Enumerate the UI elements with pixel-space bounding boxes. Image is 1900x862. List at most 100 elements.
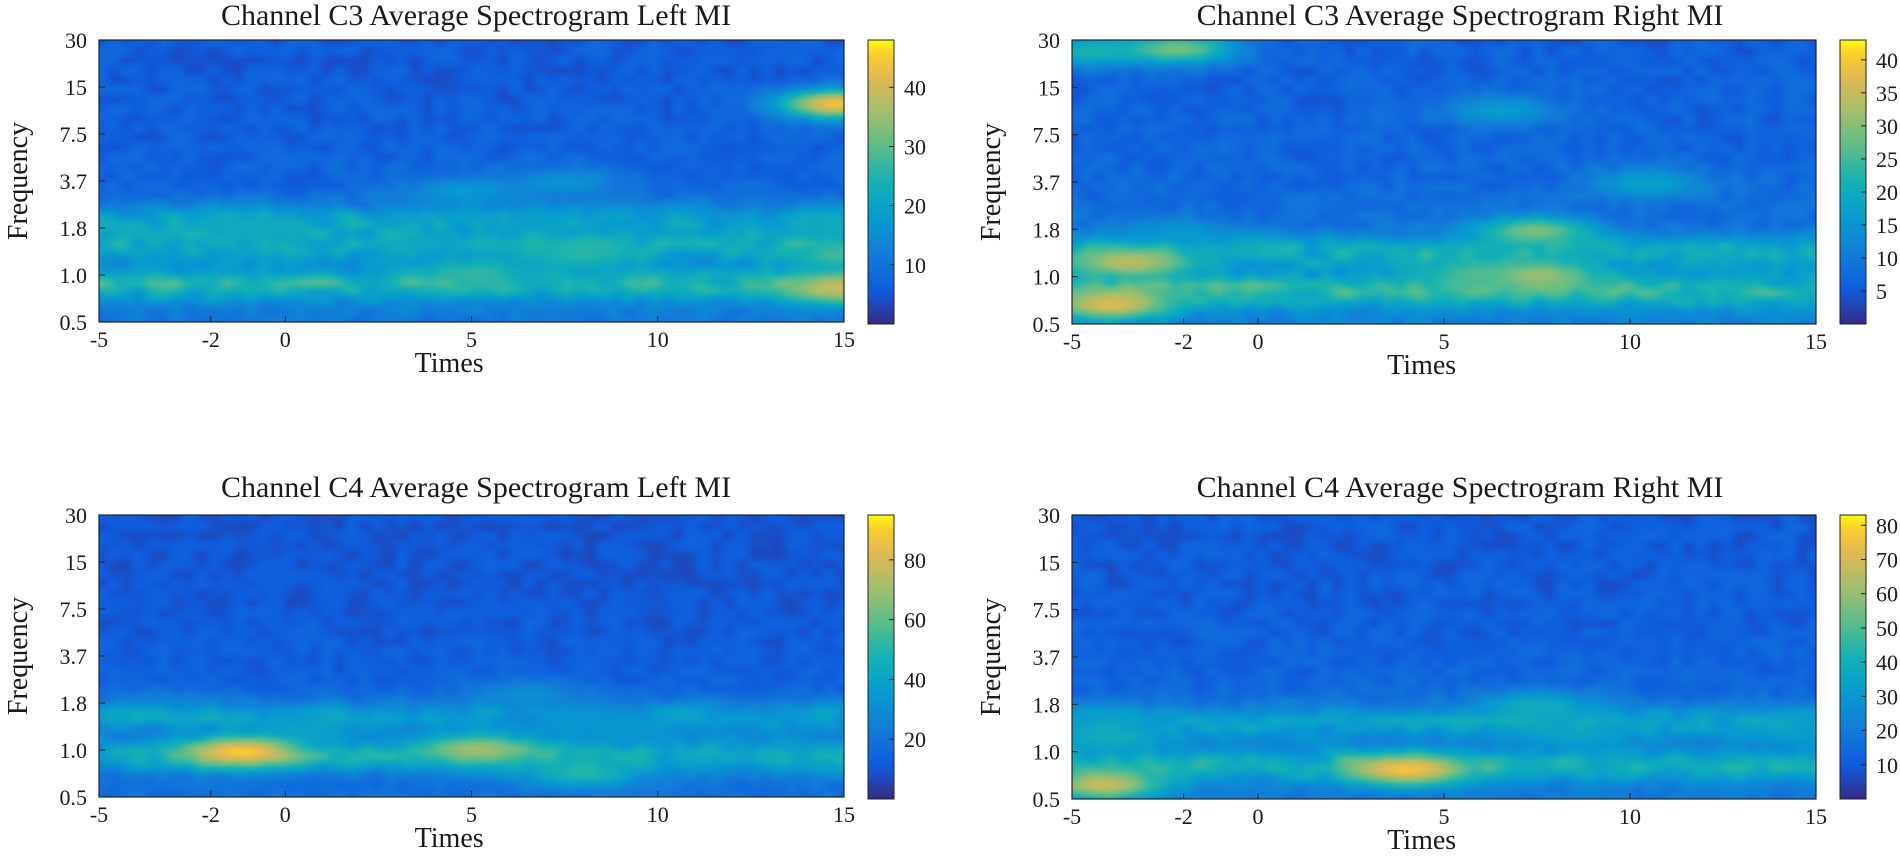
- y-tick-label: 0.5: [1033, 312, 1061, 337]
- colorbar-tick-label: 20: [904, 727, 926, 752]
- colorbar-c4-left-mi: [867, 514, 895, 800]
- x-tick-label: -5: [90, 802, 108, 827]
- colorbar-tick-label: 10: [904, 253, 926, 278]
- colorbar-tick-label: 60: [1876, 582, 1898, 607]
- y-tick-label: 1.8: [1033, 217, 1061, 242]
- colorbar-tick-label: 60: [904, 608, 926, 633]
- spectrogram-panel-c4-right-mi: Channel C4 Average Spectrogram Right MI 3…: [976, 471, 1898, 856]
- colorbar-tick-label: 40: [1876, 650, 1898, 675]
- colorbar-tick-label: 25: [1876, 147, 1898, 172]
- y-tick-label: 1.8: [60, 691, 88, 716]
- x-tick-label: -5: [1063, 804, 1081, 829]
- y-tick-label: 3.7: [1033, 170, 1061, 195]
- colorbar-tick-label: 40: [1876, 48, 1898, 73]
- colorbar-tick-label: 50: [1876, 616, 1898, 641]
- x-tick-label: -2: [202, 327, 220, 352]
- y-tick-label: 1.0: [60, 738, 88, 763]
- x-tick-label: -2: [202, 802, 220, 827]
- y-axis-label: Frequency: [976, 123, 1007, 241]
- spectrogram-panel-c3-right-mi: Channel C3 Average Spectrogram Right MI 3…: [976, 0, 1898, 381]
- heatmap-image: [99, 40, 844, 322]
- colorbar-tick-label: 80: [1876, 513, 1898, 538]
- x-tick-label: 5: [1439, 329, 1450, 354]
- colorbar-tick-label: 20: [1876, 180, 1898, 205]
- x-tick-label: 0: [1253, 804, 1264, 829]
- colorbar-tick-label: 70: [1876, 547, 1898, 572]
- colorbar-tick-label: 30: [1876, 684, 1898, 709]
- y-tick-label: 30: [65, 503, 87, 528]
- y-tick-label: 15: [65, 550, 87, 575]
- x-tick-label: 10: [1619, 329, 1641, 354]
- x-axis-label: Times: [1387, 825, 1456, 856]
- colorbar-c3-right-mi: [1839, 39, 1867, 325]
- y-axis-label: Frequency: [3, 597, 34, 715]
- colorbar-tick-label: 40: [904, 75, 926, 100]
- colorbar-tick-label: 40: [904, 667, 926, 692]
- heatmap-image: [1072, 40, 1816, 324]
- y-tick-label: 15: [1038, 75, 1060, 100]
- y-tick-label: 1.0: [1033, 265, 1061, 290]
- x-tick-label: 5: [1439, 804, 1450, 829]
- y-tick-label: 7.5: [1033, 123, 1061, 148]
- chart-title: Channel C4 Average Spectrogram Right MI: [1197, 471, 1724, 504]
- x-tick-label: 10: [647, 802, 669, 827]
- x-tick-label: 15: [1805, 329, 1827, 354]
- y-tick-label: 15: [65, 75, 87, 100]
- y-tick-label: 3.7: [60, 644, 88, 669]
- colorbar-c3-left-mi: [867, 39, 895, 325]
- x-tick-label: 10: [1619, 804, 1641, 829]
- x-tick-label: 15: [833, 327, 855, 352]
- colorbar-tick-label: 10: [1876, 246, 1898, 271]
- colorbar-tick-label: 35: [1876, 81, 1898, 106]
- x-axis-label: Times: [1387, 350, 1456, 381]
- x-tick-label: -5: [90, 327, 108, 352]
- colorbar-tick-label: 30: [904, 135, 926, 160]
- x-axis-label: Times: [415, 823, 484, 854]
- colorbar-c4-right-mi: [1839, 514, 1867, 800]
- x-tick-label: -2: [1174, 804, 1192, 829]
- y-tick-label: 1.8: [60, 216, 88, 241]
- colorbar-tick-label: 15: [1876, 213, 1898, 238]
- y-tick-label: 1.0: [60, 263, 88, 288]
- spectrogram-panel-c4-left-mi: Channel C4 Average Spectrogram Left MI 30…: [3, 471, 926, 854]
- x-tick-label: -2: [1174, 329, 1192, 354]
- y-tick-label: 0.5: [60, 310, 88, 335]
- y-axis-label: Frequency: [3, 122, 34, 240]
- y-tick-label: 1.8: [1033, 692, 1061, 717]
- y-tick-label: 0.5: [60, 785, 88, 810]
- x-tick-label: 0: [280, 802, 291, 827]
- y-tick-label: 30: [65, 28, 87, 53]
- x-tick-label: 0: [280, 327, 291, 352]
- x-tick-label: 15: [833, 802, 855, 827]
- y-tick-label: 3.7: [60, 169, 88, 194]
- y-tick-label: 3.7: [1033, 645, 1061, 670]
- colorbar-tick-label: 20: [1876, 719, 1898, 744]
- chart-title: Channel C3 Average Spectrogram Right MI: [1197, 0, 1724, 32]
- y-tick-label: 7.5: [60, 597, 88, 622]
- x-tick-label: 0: [1253, 329, 1264, 354]
- heatmap-image: [1072, 515, 1816, 799]
- colorbar-tick-label: 30: [1876, 114, 1898, 139]
- y-tick-label: 1.0: [1033, 740, 1061, 765]
- x-axis-label: Times: [415, 348, 484, 379]
- spectrogram-panel-c3-left-mi: Channel C3 Average Spectrogram Left MI 30…: [3, 0, 926, 379]
- heatmap-image: [99, 515, 844, 797]
- x-tick-label: 15: [1805, 804, 1827, 829]
- y-tick-label: 7.5: [1033, 598, 1061, 623]
- x-tick-label: 10: [647, 327, 669, 352]
- y-tick-label: 30: [1038, 28, 1060, 53]
- x-tick-label: 5: [466, 327, 477, 352]
- chart-title: Channel C4 Average Spectrogram Left MI: [221, 471, 731, 504]
- colorbar-tick-label: 80: [904, 548, 926, 573]
- y-tick-label: 30: [1038, 503, 1060, 528]
- x-tick-label: -5: [1063, 329, 1081, 354]
- y-tick-label: 0.5: [1033, 787, 1061, 812]
- chart-title: Channel C3 Average Spectrogram Left MI: [221, 0, 731, 32]
- colorbar-tick-label: 10: [1876, 753, 1898, 778]
- x-tick-label: 5: [466, 802, 477, 827]
- y-tick-label: 7.5: [60, 122, 88, 147]
- y-tick-label: 15: [1038, 550, 1060, 575]
- y-axis-label: Frequency: [976, 598, 1007, 716]
- colorbar-tick-label: 20: [904, 194, 926, 219]
